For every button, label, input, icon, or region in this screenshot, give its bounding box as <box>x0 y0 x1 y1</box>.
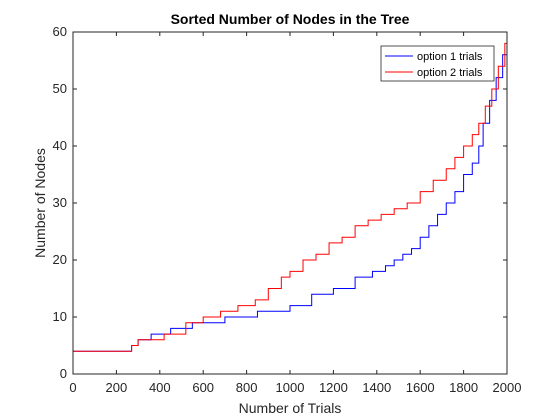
x-axis-ticks: 0 200 400 600 800 1000 1200 1400 1600 1800 2000 <box>69 32 521 395</box>
x-tick-label: 800 <box>236 380 258 395</box>
plot-area <box>73 32 507 374</box>
y-axis-label: Number of Nodes <box>32 148 48 258</box>
series-line-option-1 <box>73 32 508 352</box>
y-tick-label: 30 <box>53 195 67 210</box>
x-tick-label: 400 <box>149 380 171 395</box>
chart-title: Sorted Number of Nodes in the Tree <box>171 11 410 27</box>
legend: option 1 trials option 2 trials <box>380 45 495 82</box>
x-tick-label: 2000 <box>493 380 522 395</box>
x-axis-label: Number of Trials <box>239 400 342 416</box>
series-line-option-2 <box>73 32 508 352</box>
series-layer <box>73 32 508 352</box>
x-tick-label: 600 <box>192 380 214 395</box>
y-tick-label: 20 <box>53 252 67 267</box>
y-tick-label: 40 <box>53 138 67 153</box>
legend-label-option-1: option 1 trials <box>417 51 483 63</box>
y-tick-label: 0 <box>60 366 67 381</box>
x-tick-label: 200 <box>106 380 128 395</box>
x-tick-label: 1400 <box>362 380 391 395</box>
y-tick-label: 50 <box>53 81 67 96</box>
x-tick-label: 1200 <box>319 380 348 395</box>
x-tick-label: 0 <box>69 380 76 395</box>
x-tick-label: 1800 <box>449 380 478 395</box>
y-tick-label: 60 <box>53 24 67 39</box>
x-tick-label: 1600 <box>406 380 435 395</box>
y-tick-label: 10 <box>53 309 67 324</box>
x-tick-label: 1000 <box>276 380 305 395</box>
legend-label-option-2: option 2 trials <box>417 67 483 79</box>
y-axis-ticks: 0 10 20 30 40 50 60 <box>53 24 507 381</box>
legend-box <box>380 45 495 82</box>
